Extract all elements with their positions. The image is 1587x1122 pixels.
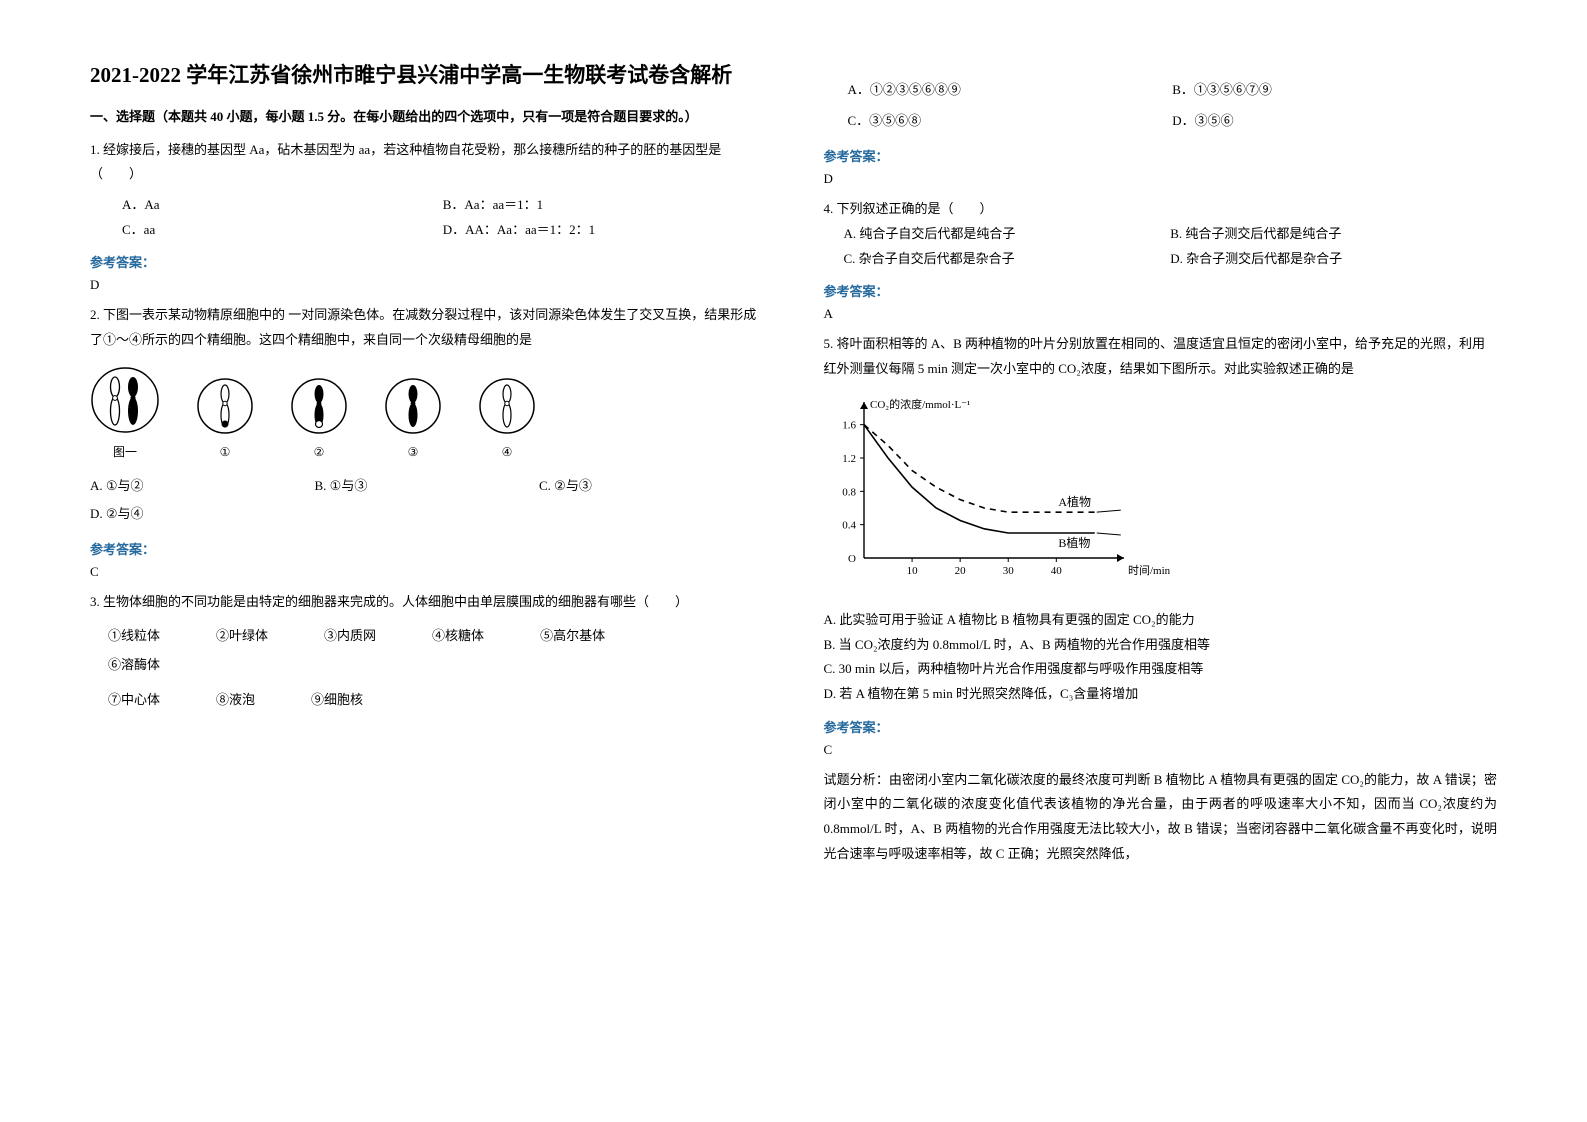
q5-chart: O 0.4 0.8 1.2 1.6 10 20 30 40 A植物 B植物 CO₂的浓度/mmol·L…: [824, 392, 1498, 602]
q2-stem: 2. 下图一表示某动物精原细胞中的 一对同源染色体。在减数分裂过程中，该对同源染…: [90, 303, 764, 352]
q3-opt-c: C．③⑤⑥⑧: [848, 105, 1173, 136]
q4-opt-a: A. 纯合子自交后代都是纯合子: [844, 222, 1171, 247]
q5-opt-a: A. 此实验可用于验证 A 植物比 B 植物具有更强的固定 CO₂的能力: [824, 608, 1498, 633]
question-1: 1. 经嫁接后，接穗的基因型 Aa，砧木基因型为 aa，若这种植物自花受粉，那么…: [90, 138, 764, 243]
answer-label: 参考答案：: [824, 146, 1498, 165]
q2-opt-c: C. ②与③: [539, 472, 764, 501]
svg-text:CO₂的浓度/mmol·L⁻¹: CO₂的浓度/mmol·L⁻¹: [870, 397, 970, 411]
q4-opt-c: C. 杂合子自交后代都是杂合子: [844, 247, 1171, 272]
q4-options: A. 纯合子自交后代都是纯合子 B. 纯合子测交后代都是纯合子 C. 杂合子自交…: [824, 222, 1498, 271]
q3-i2: ②叶绿体: [216, 622, 268, 651]
svg-text:0.4: 0.4: [842, 519, 856, 531]
q4-opt-b: B. 纯合子测交后代都是纯合子: [1170, 222, 1497, 247]
q2-opt-a: A. ①与②: [90, 472, 315, 501]
section-heading: 一、选择题（本题共 40 小题，每小题 1.5 分。在每小题给出的四个选项中，只…: [90, 106, 764, 128]
q3-i9: ⑨细胞核: [311, 686, 363, 715]
q5-opt-d: D. 若 A 植物在第 5 min 时光照突然降低，C₃含量将增加: [824, 682, 1498, 707]
q5-analysis: 试题分析：由密闭小室内二氧化碳浓度的最终浓度可判断 B 植物比 A 植物具有更强…: [824, 768, 1498, 867]
question-4: 4. 下列叙述正确的是（ ） A. 纯合子自交后代都是纯合子 B. 纯合子测交后…: [824, 197, 1498, 271]
svg-text:B植物: B植物: [1058, 535, 1090, 550]
cell-svg-5: [478, 377, 536, 435]
question-2: 2. 下图一表示某动物精原细胞中的 一对同源染色体。在减数分裂过程中，该对同源染…: [90, 303, 764, 528]
cell-figure-4: ③: [384, 377, 442, 464]
q1-stem: 1. 经嫁接后，接穗的基因型 Aa，砧木基因型为 aa，若这种植物自花受粉，那么…: [90, 138, 764, 187]
left-column: 2021-2022 学年江苏省徐州市睢宁县兴浦中学高一生物联考试卷含解析 一、选…: [90, 60, 764, 1082]
question-5: 5. 将叶面积相等的 A、B 两种植物的叶片分别放置在相同的、温度适宜且恒定的密…: [824, 332, 1498, 706]
cell-svg-2: [196, 377, 254, 435]
q1-answer: D: [90, 277, 764, 293]
q1-options: A．Aa B．Aa：aa＝1：1 C．aa D．AA：Aa：aa＝1：2：1: [90, 193, 764, 242]
q1-opt-a: A．Aa: [122, 193, 443, 218]
svg-text:40: 40: [1050, 565, 1062, 577]
q5-stem: 5. 将叶面积相等的 A、B 两种植物的叶片分别放置在相同的、温度适宜且恒定的密…: [824, 332, 1498, 381]
q3-opt-d: D．③⑤⑥: [1172, 105, 1497, 136]
svg-text:10: 10: [906, 565, 918, 577]
svg-text:时间/min: 时间/min: [1128, 564, 1171, 577]
q2-options: A. ①与② B. ①与③ C. ②与③ D. ②与④: [90, 472, 764, 529]
q5-opt-c: C. 30 min 以后，两种植物叶片光合作用强度都与呼吸作用强度相等: [824, 657, 1498, 682]
cell-label-0: 图一: [113, 441, 137, 464]
svg-text:0.8: 0.8: [842, 486, 856, 498]
q1-opt-b: B．Aa：aa＝1：1: [443, 193, 764, 218]
q5-answer: C: [824, 742, 1498, 758]
answer-label: 参考答案：: [824, 281, 1498, 300]
q2-diagram: 图一 ①: [90, 365, 764, 464]
q3-i8: ⑧液泡: [216, 686, 255, 715]
right-column: A．①②③⑤⑥⑧⑨ B．①③⑤⑥⑦⑨ C．③⑤⑥⑧ D．③⑤⑥ 参考答案： D …: [824, 60, 1498, 1082]
q3-i3: ③内质网: [324, 622, 376, 651]
q4-stem: 4. 下列叙述正确的是（ ）: [824, 197, 1498, 222]
cell-svg-3: [290, 377, 348, 435]
q2-opt-b: B. ①与③: [315, 472, 540, 501]
svg-text:1.6: 1.6: [842, 419, 856, 431]
svg-text:20: 20: [954, 565, 966, 577]
answer-label: 参考答案：: [90, 539, 764, 558]
q3-i7: ⑦中心体: [108, 686, 160, 715]
q2-answer: C: [90, 564, 764, 580]
q3-i1: ①线粒体: [108, 622, 160, 651]
question-3: 3. 生物体细胞的不同功能是由特定的细胞器来完成的。人体细胞中由单层膜围成的细胞…: [90, 590, 764, 714]
q4-answer: A: [824, 306, 1498, 322]
q1-opt-d: D．AA：Aa：aa＝1：2：1: [443, 218, 764, 243]
q3-items: ①线粒体 ②叶绿体 ③内质网 ④核糖体 ⑤高尔基体 ⑥溶酶体: [108, 622, 764, 679]
cell-label-3: ③: [408, 441, 419, 464]
q3-options: A．①②③⑤⑥⑧⑨ B．①③⑤⑥⑦⑨ C．③⑤⑥⑧ D．③⑤⑥: [824, 74, 1498, 136]
answer-label: 参考答案：: [824, 717, 1498, 736]
q3-answer: D: [824, 171, 1498, 187]
q5-opt-b: B. 当 CO₂浓度约为 0.8mmol/L 时，A、B 两植物的光合作用强度相…: [824, 633, 1498, 658]
cell-svg-4: [384, 377, 442, 435]
svg-text:A植物: A植物: [1058, 494, 1091, 509]
svg-text:O: O: [848, 553, 856, 565]
q3-stem: 3. 生物体细胞的不同功能是由特定的细胞器来完成的。人体细胞中由单层膜围成的细胞…: [90, 590, 764, 615]
cell-figure-3: ②: [290, 377, 348, 464]
answer-label: 参考答案：: [90, 252, 764, 271]
cell-label-4: ④: [502, 441, 513, 464]
cell-figure-1: 图一: [90, 365, 160, 464]
q3-i6: ⑥溶酶体: [108, 651, 160, 680]
chart-svg: O 0.4 0.8 1.2 1.6 10 20 30 40 A植物 B植物 CO₂的浓度/mmol·L…: [824, 392, 1224, 602]
q4-opt-d: D. 杂合子测交后代都是杂合子: [1170, 247, 1497, 272]
q3-i4: ④核糖体: [432, 622, 484, 651]
cell-figure-2: ①: [196, 377, 254, 464]
page-title: 2021-2022 学年江苏省徐州市睢宁县兴浦中学高一生物联考试卷含解析: [90, 60, 764, 92]
q2-opt-d: D. ②与④: [90, 500, 315, 529]
cell-svg-1: [90, 365, 160, 435]
cell-figure-5: ④: [478, 377, 536, 464]
q3-opt-a: A．①②③⑤⑥⑧⑨: [848, 74, 1173, 105]
svg-text:1.2: 1.2: [842, 453, 856, 465]
svg-text:30: 30: [1002, 565, 1014, 577]
q1-opt-c: C．aa: [122, 218, 443, 243]
q3-items-2: ⑦中心体 ⑧液泡 ⑨细胞核: [108, 686, 764, 715]
q3-i5: ⑤高尔基体: [540, 622, 605, 651]
q3-opt-b: B．①③⑤⑥⑦⑨: [1172, 74, 1497, 105]
cell-label-2: ②: [314, 441, 325, 464]
cell-label-1: ①: [220, 441, 231, 464]
